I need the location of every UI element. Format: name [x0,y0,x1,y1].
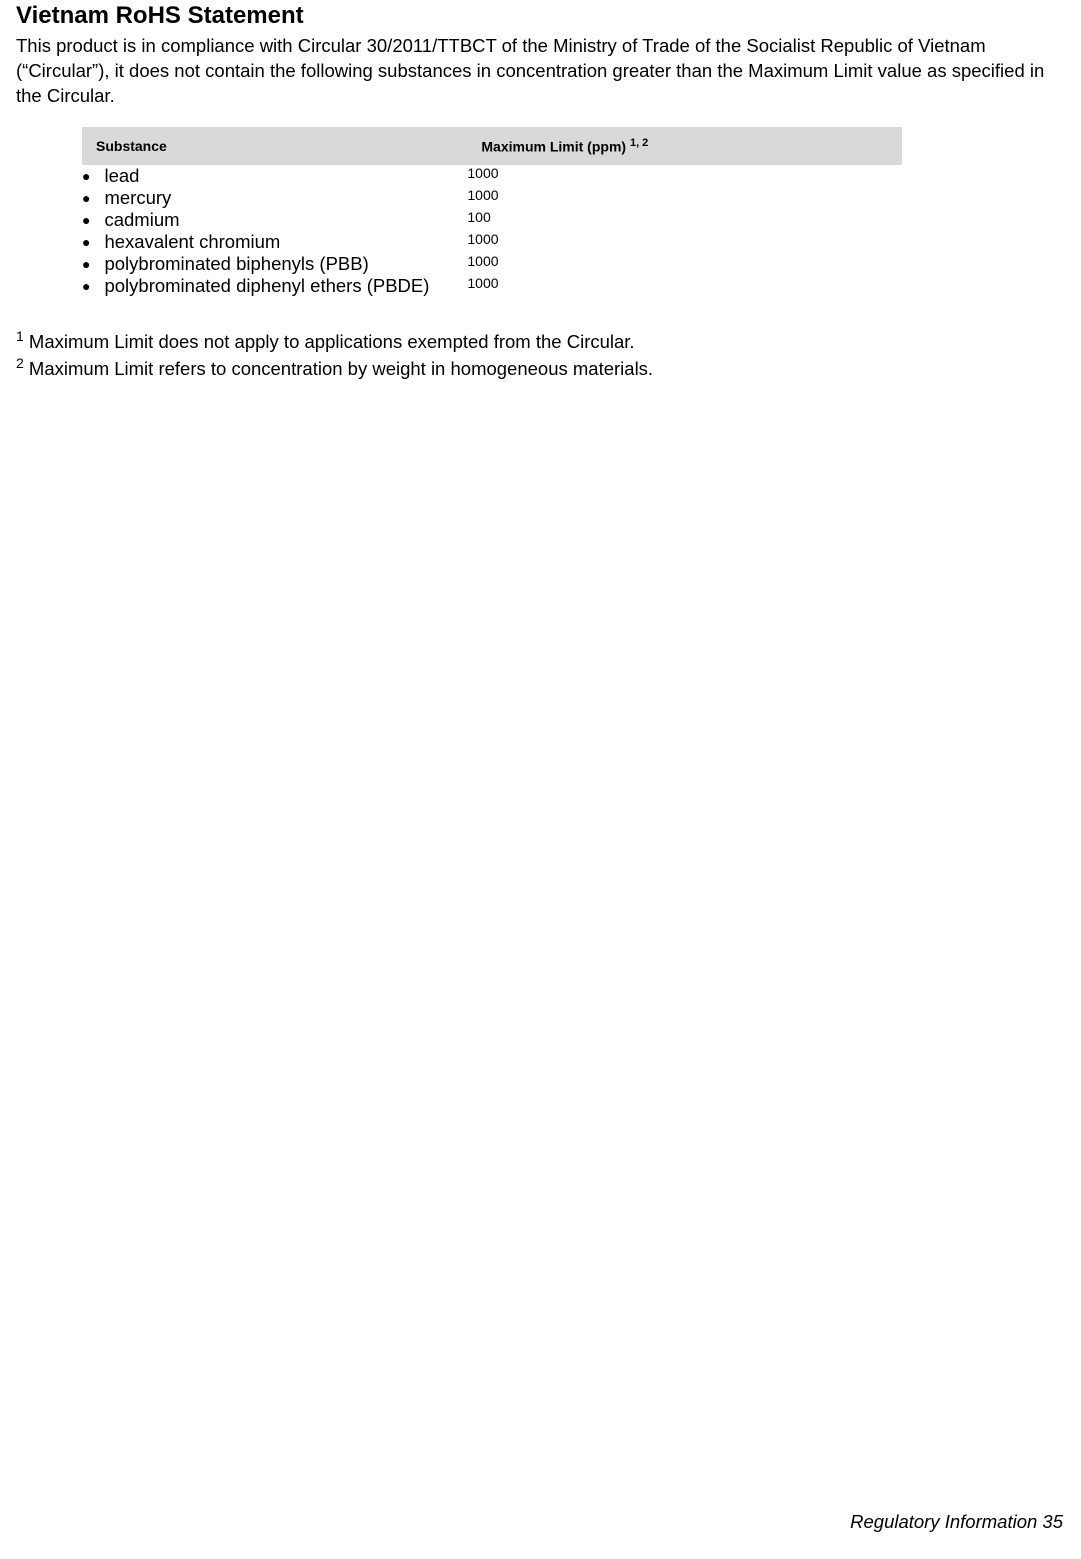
page-heading: Vietnam RoHS Statement [16,0,1065,30]
bullet-icon: ● [82,235,90,249]
rohs-table: Substance Maximum Limit (ppm) 1, 2 ● lea… [82,127,902,297]
bullet-icon: ● [82,257,90,271]
table-row: ● polybrominated biphenyls (PBB) 1000 [82,253,902,275]
max-limit-label: Maximum Limit (ppm) [481,139,626,155]
substance-name: hexavalent chromium [104,231,280,253]
substance-name: cadmium [104,209,179,231]
max-limit-superscript: 1, 2 [630,137,648,149]
footnote-1-text: Maximum Limit does not apply to applicat… [24,331,635,352]
footnote-1-sup: 1 [16,328,24,344]
substance-name: polybrominated biphenyls (PBB) [104,253,368,275]
limit-value: 1000 [467,275,902,297]
substance-name: lead [104,165,139,187]
intro-paragraph: This product is in compliance with Circu… [16,34,1065,109]
substance-name: polybrominated diphenyl ethers (PBDE) [104,275,429,297]
limit-value: 1000 [467,165,902,187]
footnotes: 1 Maximum Limit does not apply to applic… [16,327,1065,381]
bullet-icon: ● [82,191,90,205]
limit-value: 1000 [467,253,902,275]
page-footer: Regulatory Information 35 [850,1511,1063,1533]
table-row: ● hexavalent chromium 1000 [82,231,902,253]
footnote-2-sup: 2 [16,355,24,371]
bullet-icon: ● [82,213,90,227]
table-row: ● cadmium 100 [82,209,902,231]
footnote-2: 2 Maximum Limit refers to concentration … [16,354,1065,381]
column-substance: Substance [82,127,467,165]
footnote-2-text: Maximum Limit refers to concentration by… [24,358,653,379]
footnote-1: 1 Maximum Limit does not apply to applic… [16,327,1065,354]
table-row: ● polybrominated diphenyl ethers (PBDE) … [82,275,902,297]
bullet-icon: ● [82,279,90,293]
substance-name: mercury [104,187,171,209]
bullet-icon: ● [82,169,90,183]
table-row: ● lead 1000 [82,165,902,187]
limit-value: 100 [467,209,902,231]
limit-value: 1000 [467,187,902,209]
table-row: ● mercury 1000 [82,187,902,209]
limit-value: 1000 [467,231,902,253]
column-max-limit: Maximum Limit (ppm) 1, 2 [467,127,902,165]
table-header-row: Substance Maximum Limit (ppm) 1, 2 [82,127,902,165]
